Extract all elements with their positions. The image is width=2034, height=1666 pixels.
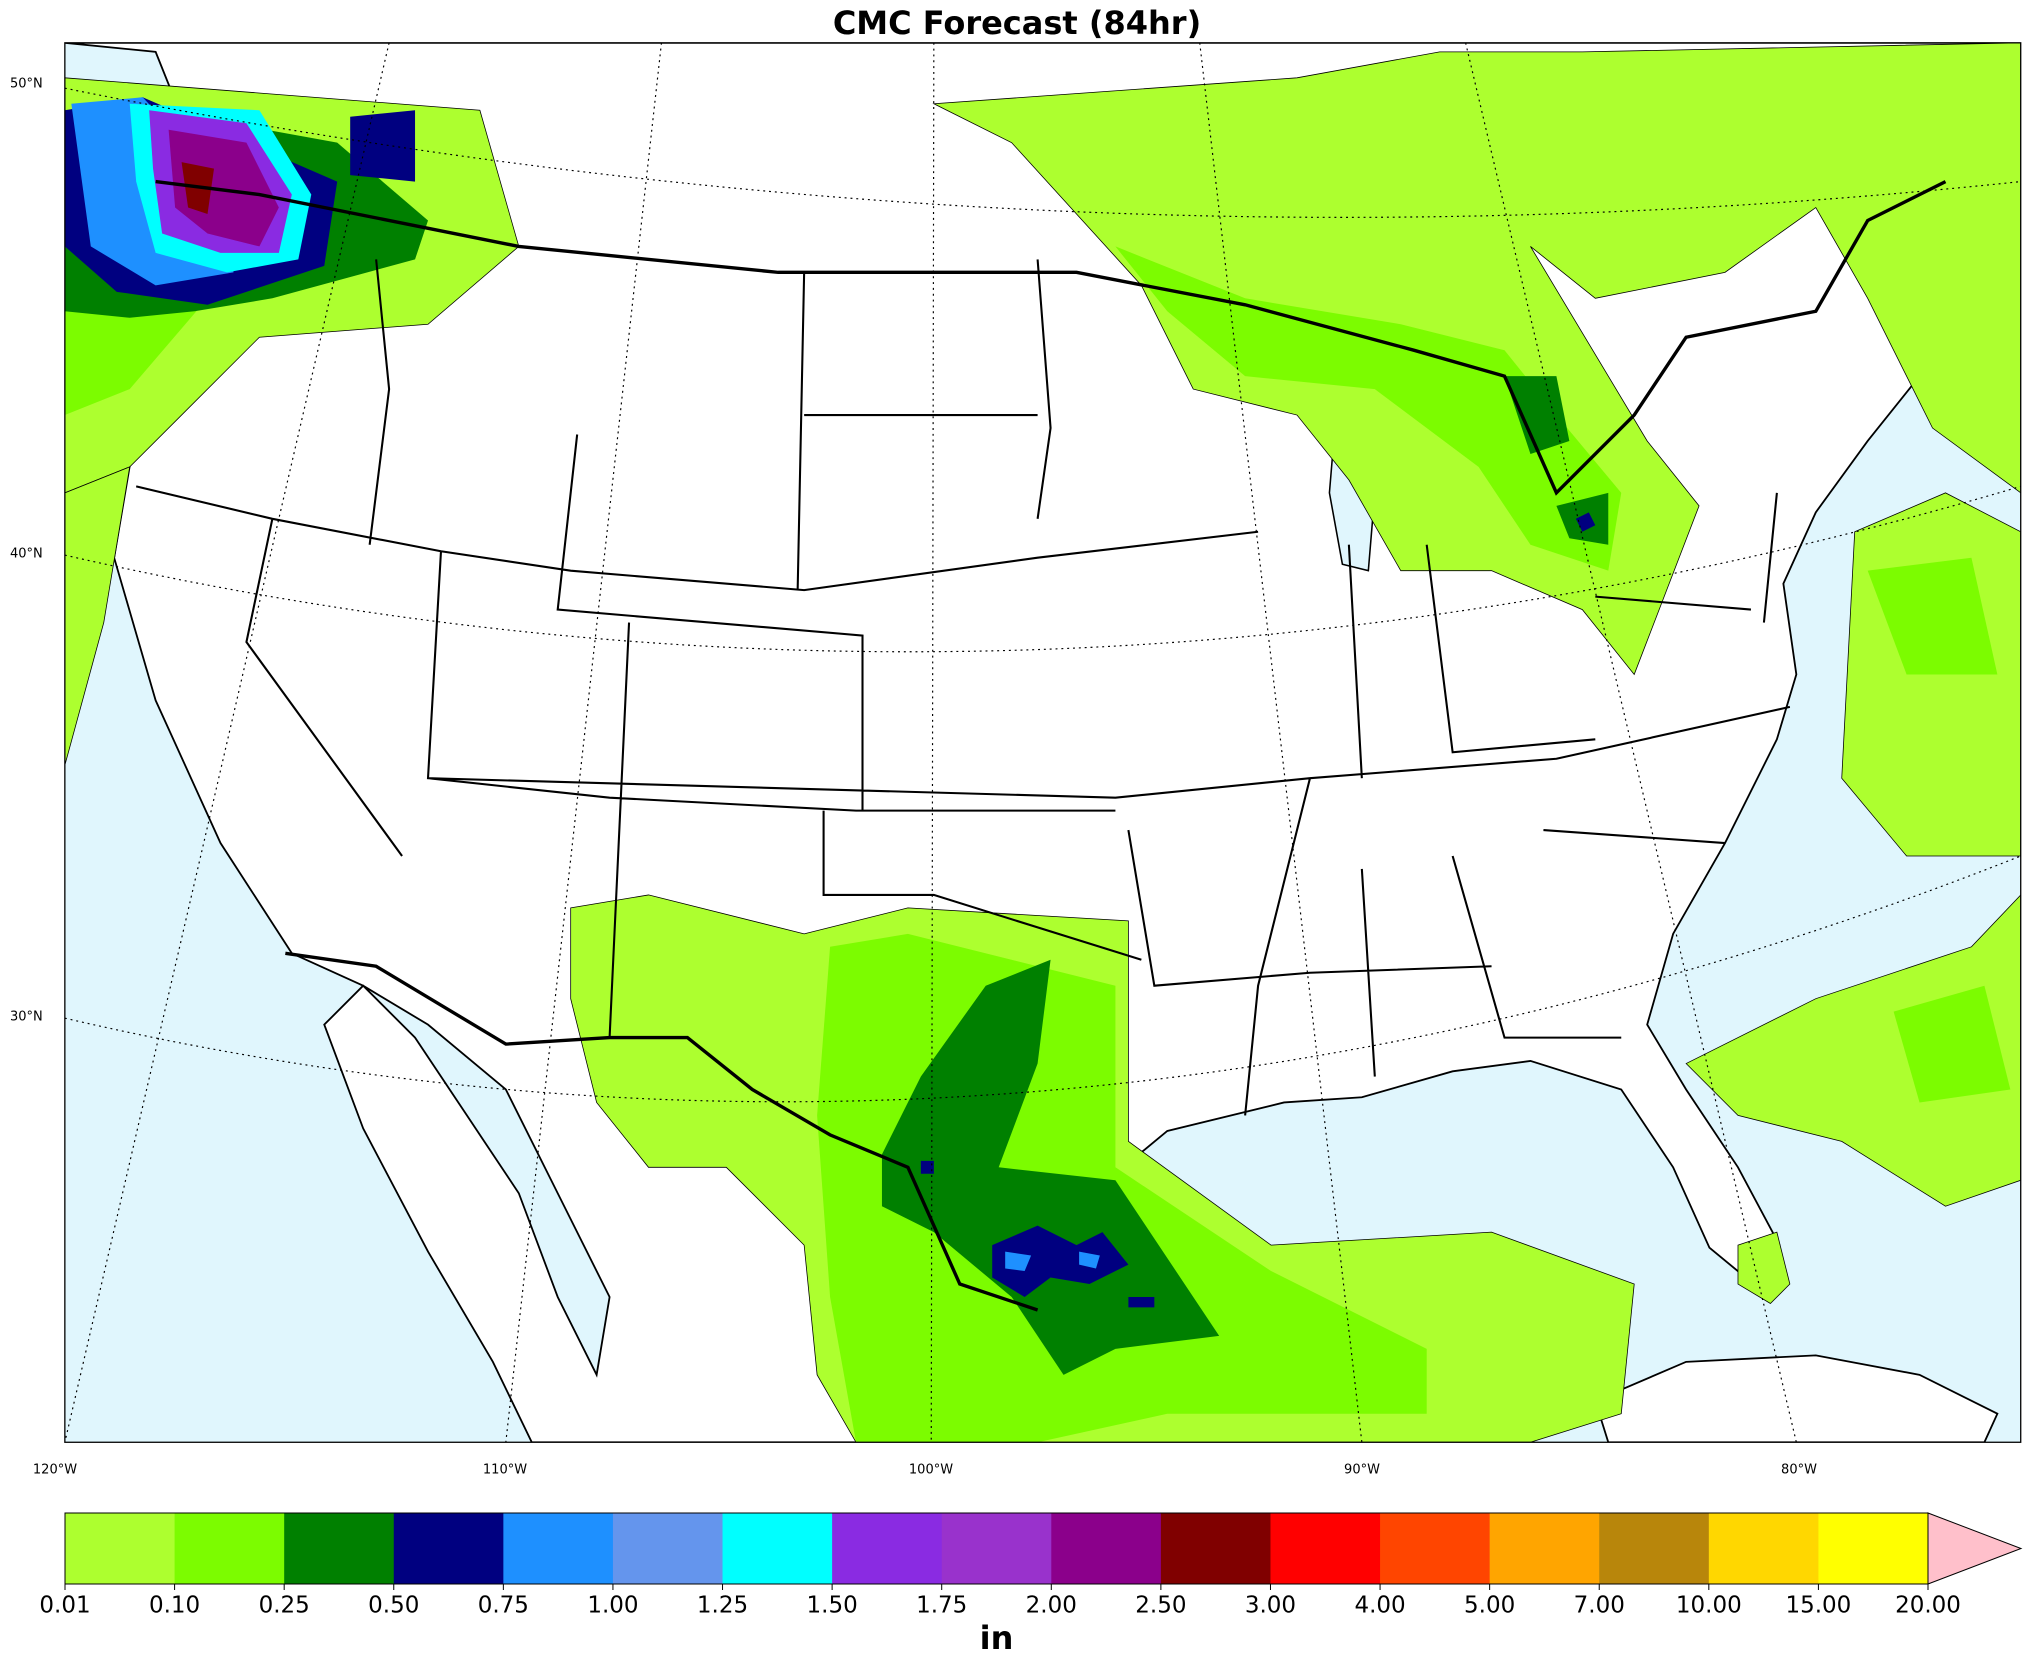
colorbar-bin — [941, 1513, 1052, 1584]
map — [64, 42, 2022, 1443]
colorbar-bin — [1489, 1513, 1600, 1584]
colorbar-bin — [1160, 1513, 1271, 1584]
colorbar-bin — [1051, 1513, 1162, 1584]
colorbar-tick-label: 0.25 — [259, 1593, 310, 1619]
colorbar-bin — [284, 1513, 395, 1584]
colorbar-tick-label: 20.00 — [1895, 1593, 1961, 1619]
lon-label: 120°W — [33, 1463, 77, 1478]
colorbar-bin — [1380, 1513, 1491, 1584]
title: CMC Forecast (84hr) — [833, 4, 1201, 42]
colorbar-tick-label: 15.00 — [1785, 1593, 1851, 1619]
colorbar-tick-label: 0.01 — [39, 1593, 90, 1619]
colorbar-tick-label: 4.00 — [1354, 1593, 1405, 1619]
colorbar-tick-label: 1.25 — [697, 1593, 748, 1619]
colorbar-tick-label: 1.75 — [916, 1593, 967, 1619]
colorbar-bin — [65, 1513, 176, 1584]
colorbar-bin — [1270, 1513, 1381, 1584]
colorbar-tick-label: 5.00 — [1464, 1593, 1515, 1619]
colorbar-tick-label: 0.50 — [368, 1593, 419, 1619]
colorbar-bin — [832, 1513, 943, 1584]
colorbar-tick-label: 0.10 — [149, 1593, 200, 1619]
graticule — [64, 42, 2021, 1443]
colorbar-bin — [1708, 1513, 1819, 1584]
map-frame — [64, 42, 2022, 1443]
colorbar-bin — [174, 1513, 285, 1584]
colorbar-extend — [1927, 1512, 2023, 1585]
colorbar-frame — [64, 1512, 1929, 1585]
colorbar-tick-label: 10.00 — [1676, 1593, 1742, 1619]
colorbar-tick-label: 1.50 — [807, 1593, 858, 1619]
lat-label: 30°N — [10, 1010, 43, 1025]
colorbar-tick-label: 7.00 — [1574, 1593, 1625, 1619]
colorbar-tick-label: 3.00 — [1245, 1593, 1296, 1619]
colorbar-bin — [722, 1513, 833, 1584]
colorbar-bin — [503, 1513, 614, 1584]
colorbar-tick-label: 2.50 — [1135, 1593, 1186, 1619]
colorbar-bin — [1818, 1513, 1929, 1584]
colorbar-tick-label: 1.00 — [587, 1593, 638, 1619]
lat-label: 40°N — [10, 547, 43, 562]
axis-labels: 50°N 40°N 30°N 120°W 110°W 100°W 90°W 80°W — [10, 77, 1817, 1478]
colorbar-tick-label: 0.75 — [478, 1593, 529, 1619]
colorbar-label: in — [980, 1619, 1014, 1657]
lon-label: 90°W — [1344, 1463, 1380, 1478]
lon-label: 80°W — [1781, 1463, 1817, 1478]
lon-label: 110°W — [483, 1463, 527, 1478]
colorbar-bin — [612, 1513, 724, 1584]
colorbar-bin — [1599, 1513, 1710, 1584]
cuba — [1594, 1354, 1999, 1443]
lat-label: 50°N — [10, 77, 43, 92]
borders — [135, 179, 1947, 1312]
colorbar: 0.01 0.10 0.25 0.50 0.75 1.00 1.25 1.50 1.75 2.00… — [39, 1512, 2023, 1657]
lon-label: 100°W — [909, 1463, 953, 1478]
colorbar-bin — [393, 1513, 504, 1584]
colorbar-tick-label: 2.00 — [1026, 1593, 1077, 1619]
